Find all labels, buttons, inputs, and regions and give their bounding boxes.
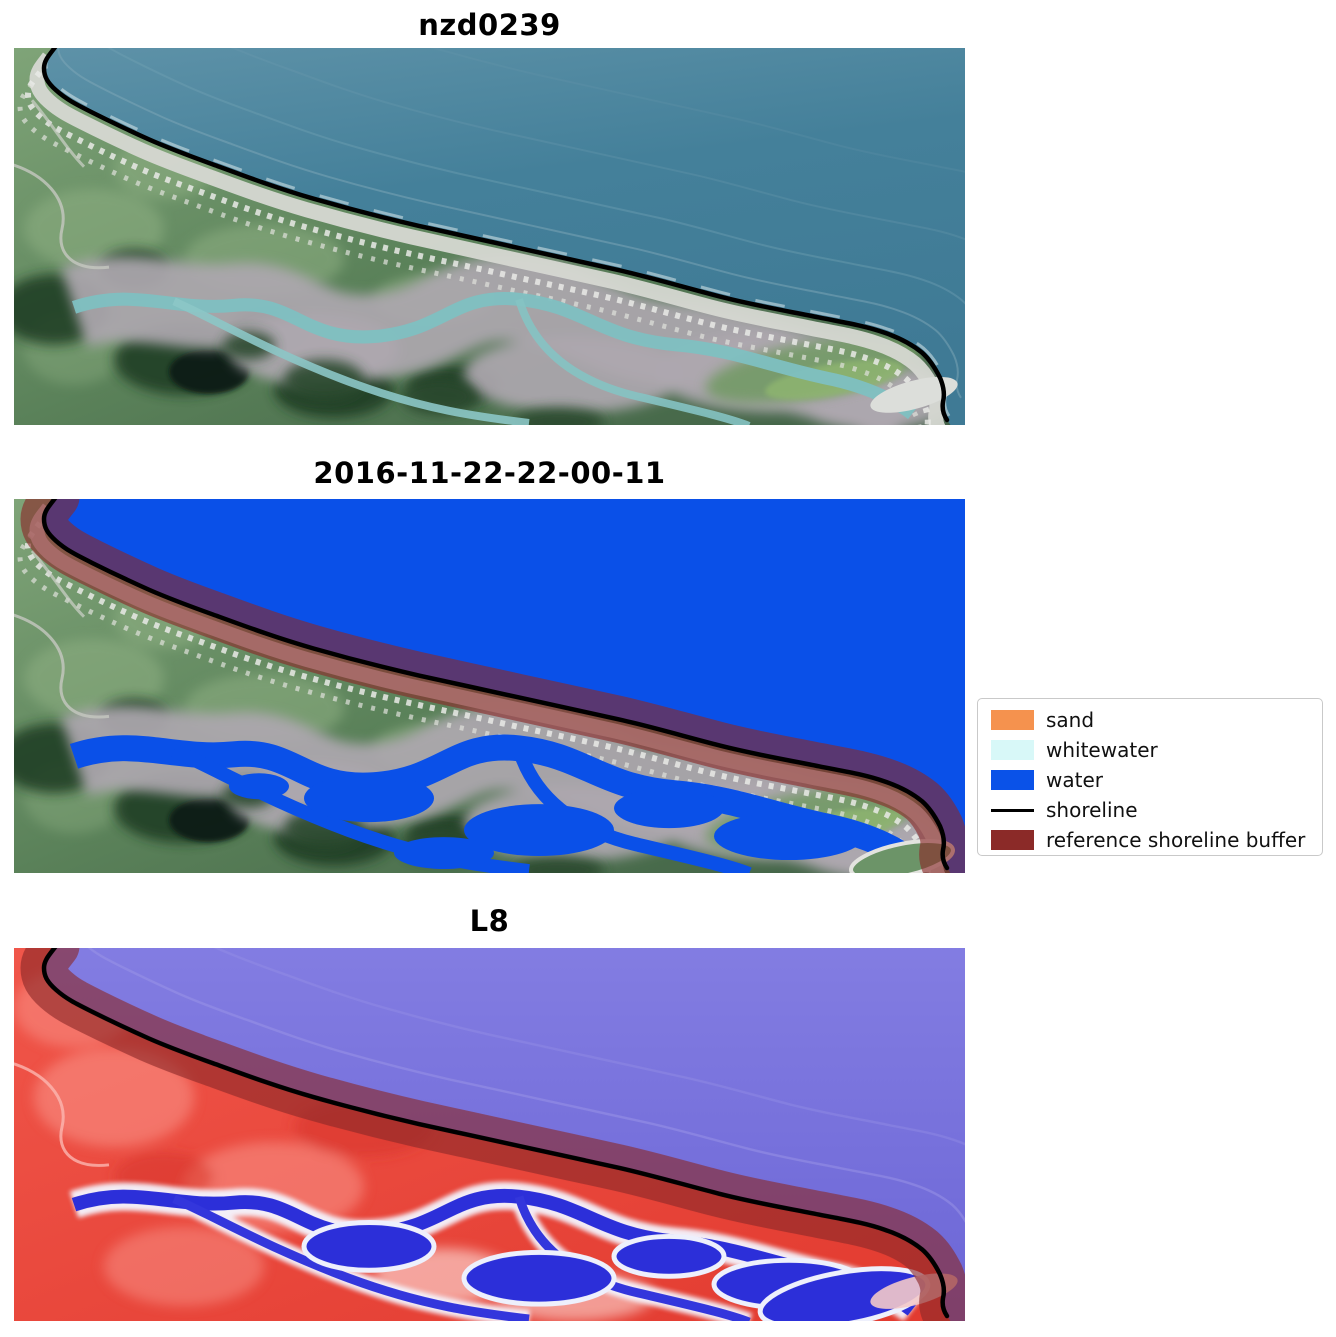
- classification-panel: [14, 499, 965, 873]
- legend-label: shoreline: [1046, 798, 1138, 822]
- legend-item-sand: sand: [991, 705, 1322, 735]
- legend-item-shoreline: shoreline: [991, 795, 1322, 825]
- panel-title-satellite: nzd0239: [418, 8, 561, 42]
- legend-label: reference shoreline buffer: [1046, 828, 1306, 852]
- legend: sand whitewater water shoreline referenc…: [977, 698, 1323, 856]
- water-class-blobs: [229, 773, 864, 870]
- satellite-rgb-panel: [14, 48, 965, 425]
- water-swatch: [991, 770, 1034, 790]
- legend-item-whitewater: whitewater: [991, 735, 1322, 765]
- legend-label: whitewater: [1046, 738, 1158, 762]
- buffer-swatch: [991, 830, 1034, 850]
- index-water-blobs: [301, 1220, 931, 1321]
- panel-title-index: L8: [469, 904, 510, 938]
- shoreline-line-swatch: [991, 808, 1034, 812]
- index-l8-panel: [14, 948, 965, 1321]
- sand-swatch: [991, 710, 1034, 730]
- road-trace: [14, 1062, 110, 1167]
- legend-label: sand: [1046, 708, 1095, 732]
- panel-title-classification: 2016-11-22-22-00-11: [313, 456, 666, 490]
- whitewater-swatch: [991, 740, 1034, 760]
- spit-beach: [870, 376, 958, 413]
- legend-label: water: [1046, 768, 1103, 792]
- legend-item-water: water: [991, 765, 1322, 795]
- legend-item-reference-buffer: reference shoreline buffer: [991, 825, 1322, 855]
